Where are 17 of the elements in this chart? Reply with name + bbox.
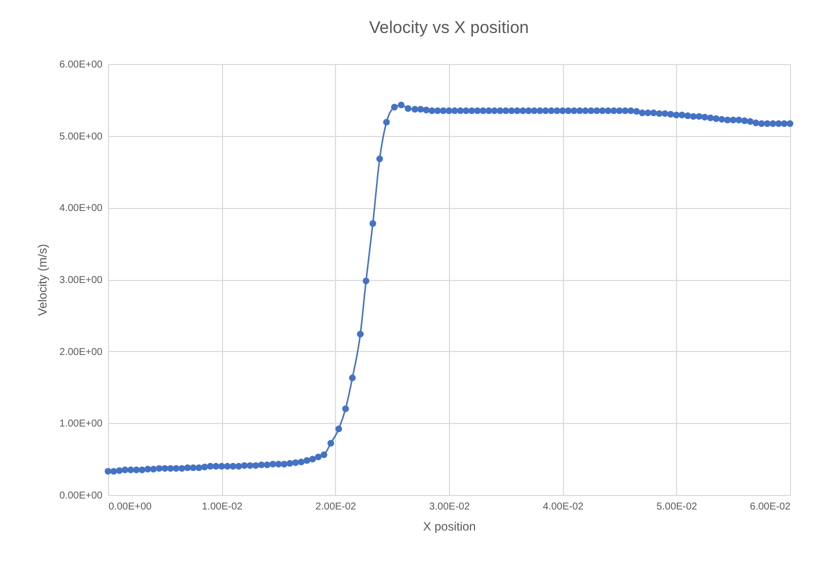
y-tick-label: 6.00E+00 <box>59 60 103 70</box>
x-tick-label: 4.00E-02 <box>542 502 584 512</box>
chart-title: Velocity vs X position <box>369 18 529 37</box>
y-tick-label: 2.00E+00 <box>59 346 103 358</box>
x-axis-title: X position <box>423 520 476 534</box>
x-tick-label: 1.00E-02 <box>202 502 243 512</box>
x-tick-label: 3.00E-02 <box>429 502 470 512</box>
y-tick-label: 3.00E+00 <box>59 275 103 286</box>
x-tick-label: 5.00E-02 <box>656 502 698 512</box>
x-tick-label: 6.00E-02 <box>750 502 791 512</box>
y-tick-label: 0.00E+00 <box>59 490 103 502</box>
x-tick-label: 2.00E-02 <box>316 502 357 512</box>
y-axis-title: Velocity (m/s) <box>35 244 50 316</box>
x-tick-label: 0.00E+00 <box>108 502 152 512</box>
y-tick-label: 5.00E+00 <box>59 131 103 142</box>
y-tick-label: 4.00E+00 <box>59 203 103 214</box>
y-tick-label: 1.00E+00 <box>59 418 103 430</box>
